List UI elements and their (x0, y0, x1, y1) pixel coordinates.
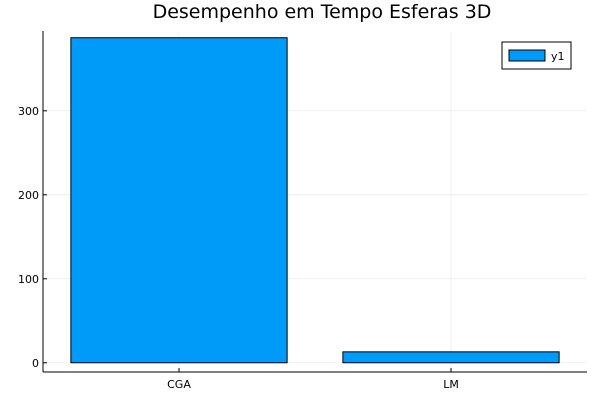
axes (42, 31, 587, 373)
x-tick-label: LM (443, 378, 459, 391)
ticks: 0 100 200 300 CGA LM (18, 105, 459, 391)
bar-cga (70, 37, 288, 364)
y-tick-label: 0 (32, 357, 39, 370)
x-tick-label: CGA (167, 378, 191, 391)
bars (70, 37, 560, 364)
legend: y1 (501, 41, 572, 70)
chart-title: Desempenho em Tempo Esferas 3D (153, 1, 492, 23)
y-tick-label: 100 (18, 273, 39, 286)
y-tick-label: 300 (18, 105, 39, 118)
legend-swatch (508, 49, 546, 62)
legend-label: y1 (551, 50, 565, 63)
y-tick-label: 200 (18, 189, 39, 202)
bar-lm (342, 351, 560, 364)
